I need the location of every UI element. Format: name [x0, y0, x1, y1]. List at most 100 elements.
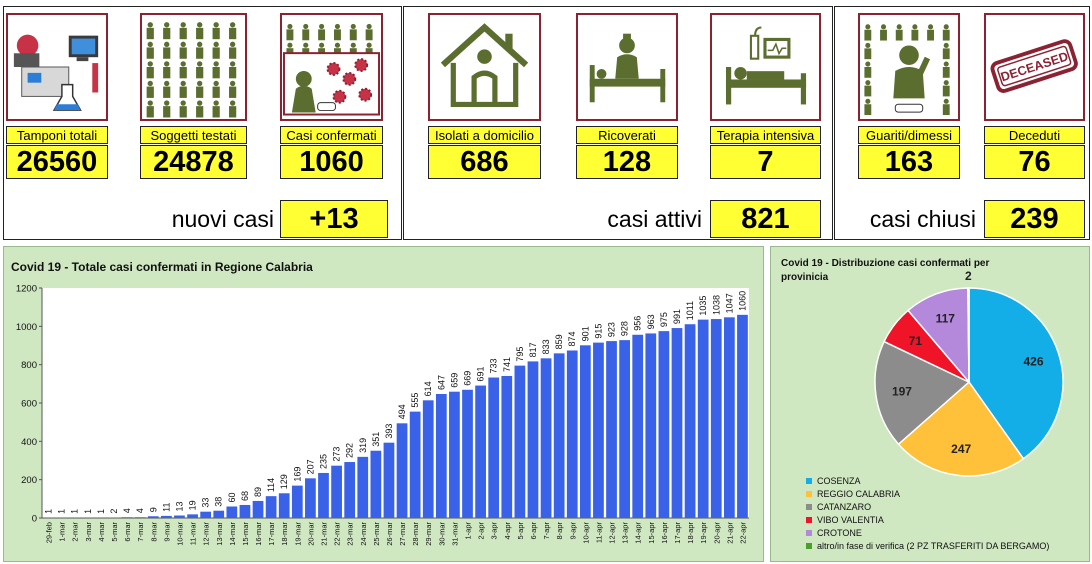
bar-value-label: 38 [214, 497, 224, 507]
bar [593, 342, 604, 518]
x-tick-label: 16-apr [660, 522, 669, 544]
tamponi-value: 26560 [6, 145, 108, 179]
deceased-stamp-text: DECEASED [999, 49, 1070, 84]
bar-value-label: 60 [227, 492, 237, 502]
x-tick-label: 19-mar [293, 522, 302, 546]
x-tick-label: 31-mar [450, 522, 459, 546]
x-tick-label: 4-mar [97, 522, 106, 542]
x-tick-label: 7-mar [136, 522, 145, 542]
bar-value-label: 1 [70, 509, 80, 514]
bar-value-label: 68 [240, 491, 250, 501]
bar-value-label: 89 [253, 487, 263, 497]
legend-item: REGGIO CALABRIA [806, 489, 900, 499]
home-icon [428, 13, 541, 121]
bar-value-label: 207 [305, 459, 315, 474]
y-tick-label: 1000 [16, 322, 37, 333]
bar-value-label: 975 [659, 312, 669, 327]
x-tick-label: 28-mar [411, 522, 420, 546]
y-tick-label: 200 [21, 475, 37, 486]
nuovi-casi-label: nuovi casi [171, 206, 274, 232]
bar [200, 511, 212, 518]
legend-label: COSENZA [817, 476, 861, 486]
bar [265, 496, 277, 518]
bar [331, 465, 342, 518]
bar-value-label: 928 [620, 321, 630, 336]
legend-item: COSENZA [806, 476, 861, 486]
bar-value-label: 13 [174, 501, 184, 511]
legend-label: REGGIO CALABRIA [817, 489, 901, 499]
bar-value-label: 733 [489, 358, 499, 373]
x-tick-label: 22-mar [333, 522, 342, 546]
pie-slice [967, 287, 970, 383]
x-tick-label: 25-mar [372, 522, 381, 546]
bar [239, 504, 251, 518]
soggetti-value: 24878 [140, 145, 247, 179]
bar-value-label: 11 [161, 503, 171, 512]
bar [501, 375, 513, 518]
bar-value-label: 1 [44, 509, 54, 514]
x-tick-label: 23-mar [346, 522, 355, 546]
people-grid-icon [140, 13, 247, 121]
bar-value-label: 1047 [724, 293, 734, 313]
deceduti-value: 76 [984, 145, 1085, 179]
bar-value-label: 114 [266, 478, 276, 492]
bar-value-label: 555 [410, 393, 420, 408]
x-tick-label: 1-mar [58, 522, 67, 542]
bar [357, 456, 369, 518]
guariti-value: 163 [858, 145, 960, 179]
pie-value-label: 117 [936, 312, 956, 326]
x-tick-label: 26-mar [385, 522, 394, 546]
y-tick-label: 400 [21, 437, 37, 448]
x-tick-label: 14-mar [228, 522, 237, 546]
bar [121, 517, 133, 518]
bar [449, 391, 460, 518]
bar-value-label: 319 [358, 438, 368, 453]
bar [579, 345, 591, 518]
bar [383, 442, 395, 518]
x-tick-label: 1-apr [464, 522, 473, 540]
x-tick-label: 12-apr [608, 522, 617, 544]
legend-label: altro/in fase di verifica (2 PZ TRASFERI… [817, 541, 1050, 551]
bar-value-label: 494 [397, 404, 407, 419]
x-tick-label: 5-mar [110, 522, 119, 542]
x-tick-label: 3-apr [490, 522, 499, 540]
x-tick-label: 2-apr [477, 522, 486, 540]
bar-value-label: 292 [345, 443, 355, 458]
bar [174, 515, 185, 518]
bar [527, 361, 539, 518]
x-tick-label: 13-apr [621, 522, 630, 544]
legend-item: VIBO VALENTIA [806, 515, 884, 525]
pie-slice [907, 287, 970, 385]
bar-value-label: 659 [449, 373, 459, 388]
pie-slice [897, 380, 1025, 477]
x-tick-label: 24-mar [359, 522, 368, 546]
x-tick-label: 13-mar [215, 522, 224, 546]
bar-value-label: 901 [580, 326, 590, 341]
y-tick-label: 0 [32, 514, 37, 525]
x-tick-label: 18-mar [280, 522, 289, 546]
legend-swatch [806, 530, 812, 536]
x-tick-label: 10-apr [581, 522, 590, 544]
bar [462, 389, 473, 518]
casi-chiusi-value: 239 [984, 200, 1085, 238]
bar [252, 500, 264, 518]
bar [645, 333, 657, 518]
bar-value-label: 1 [57, 509, 67, 514]
bar-value-label: 956 [633, 316, 643, 331]
x-tick-label: 20-mar [306, 522, 315, 546]
plot-area [42, 288, 749, 518]
isolati-label: Isolati a domicilio [428, 126, 541, 144]
bar-value-label: 2 [109, 509, 119, 514]
bar [632, 334, 644, 518]
pie-value-label: 2 [965, 269, 972, 283]
bar [422, 400, 434, 518]
bar [606, 341, 617, 518]
bar-value-label: 4 [135, 508, 145, 513]
legend-label: VIBO VALENTIA [817, 515, 884, 525]
pie-value-label: 247 [951, 442, 971, 456]
deceduti-label: Deceduti [984, 126, 1085, 144]
bar [566, 350, 578, 518]
hospital-bed-icon [576, 13, 678, 121]
bar [187, 514, 198, 518]
bar-chart: 020040060080010001200129-feb11-mar12-mar… [16, 284, 749, 546]
